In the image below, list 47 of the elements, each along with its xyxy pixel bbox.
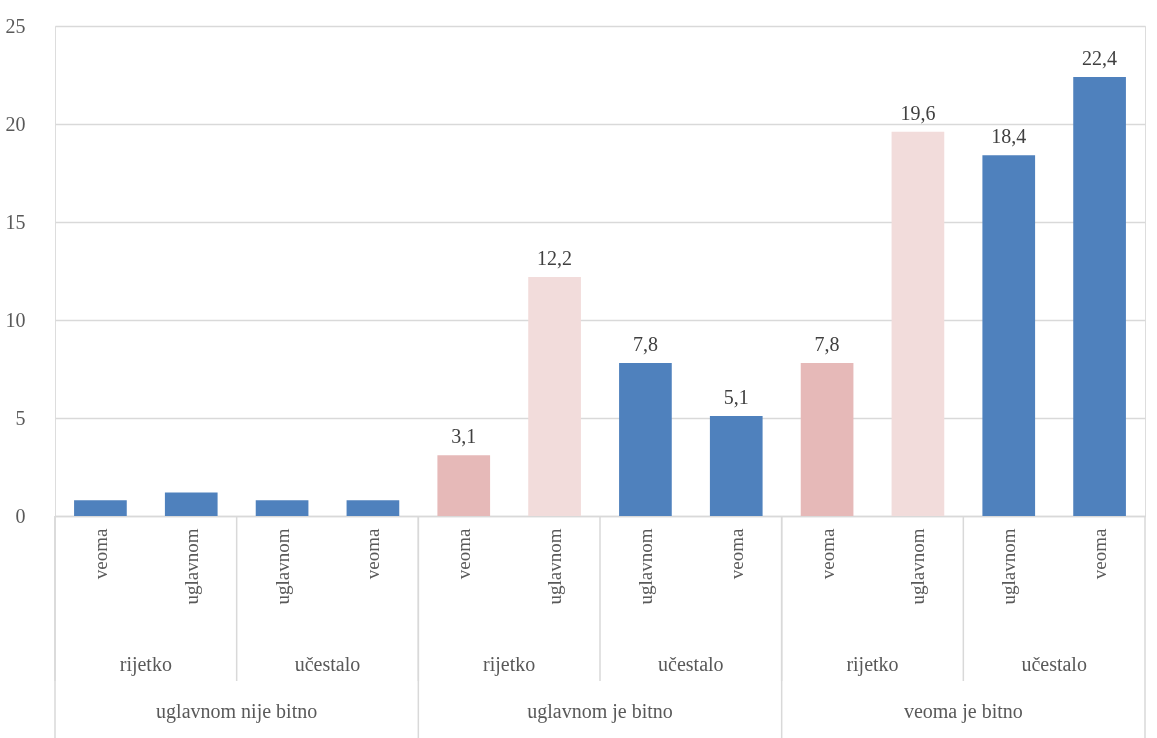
x-tick-label: uglavnom (271, 528, 293, 605)
y-tick-label: 20 (5, 112, 26, 135)
bar (255, 500, 309, 516)
text: veoma je bitno (903, 700, 1023, 723)
bar (982, 155, 1036, 516)
data-label: 7,8 (814, 333, 840, 356)
bar (164, 492, 218, 516)
data-label: 22,4 (1082, 46, 1118, 69)
data-label: 7,8 (632, 333, 658, 356)
text: učestalo (658, 653, 724, 675)
data-label: 5,1 (723, 386, 749, 409)
y-tick-label: 15 (5, 210, 26, 233)
x-tick-label: uglavnom (180, 528, 202, 605)
x-tick-label: veoma (453, 527, 475, 580)
x-tick-label: veoma (362, 527, 384, 580)
x-tick-label: uglavnom (998, 528, 1020, 605)
bar (346, 500, 400, 516)
y-tick-label: 5 (15, 406, 26, 429)
text: rijetko (483, 653, 536, 676)
data-label: 3,1 (451, 425, 477, 448)
text: rijetko (119, 653, 172, 676)
x-tick-label: veoma (725, 527, 747, 580)
data-label: 12,2 (537, 246, 573, 269)
x-tick-label: uglavnom (544, 528, 566, 605)
x-tick-label: veoma (816, 527, 838, 580)
bar (74, 500, 127, 516)
bar (800, 363, 854, 516)
y-tick-label: 10 (5, 308, 26, 331)
x-tick-label: uglavnom (907, 528, 929, 605)
bar (619, 363, 672, 516)
bar (1073, 76, 1126, 516)
bar (528, 276, 581, 516)
text: učestalo (1021, 653, 1087, 675)
data-label: 19,6 (900, 101, 936, 124)
text: učestalo (294, 653, 361, 675)
bar (437, 455, 491, 516)
x-tick-label: uglavnom (634, 528, 656, 605)
data-label: 18,4 (991, 125, 1027, 148)
bar (709, 416, 763, 516)
y-tick-label: 0 (15, 504, 26, 527)
x-tick-label: veoma (1089, 527, 1111, 580)
bar (891, 131, 945, 516)
x-tick-label: veoma (89, 527, 111, 580)
text: uglavnom je bitno (527, 700, 673, 723)
text: uglavnom nije bitno (156, 700, 318, 723)
text: rijetko (846, 653, 899, 676)
y-tick-label: 25 (5, 14, 26, 37)
